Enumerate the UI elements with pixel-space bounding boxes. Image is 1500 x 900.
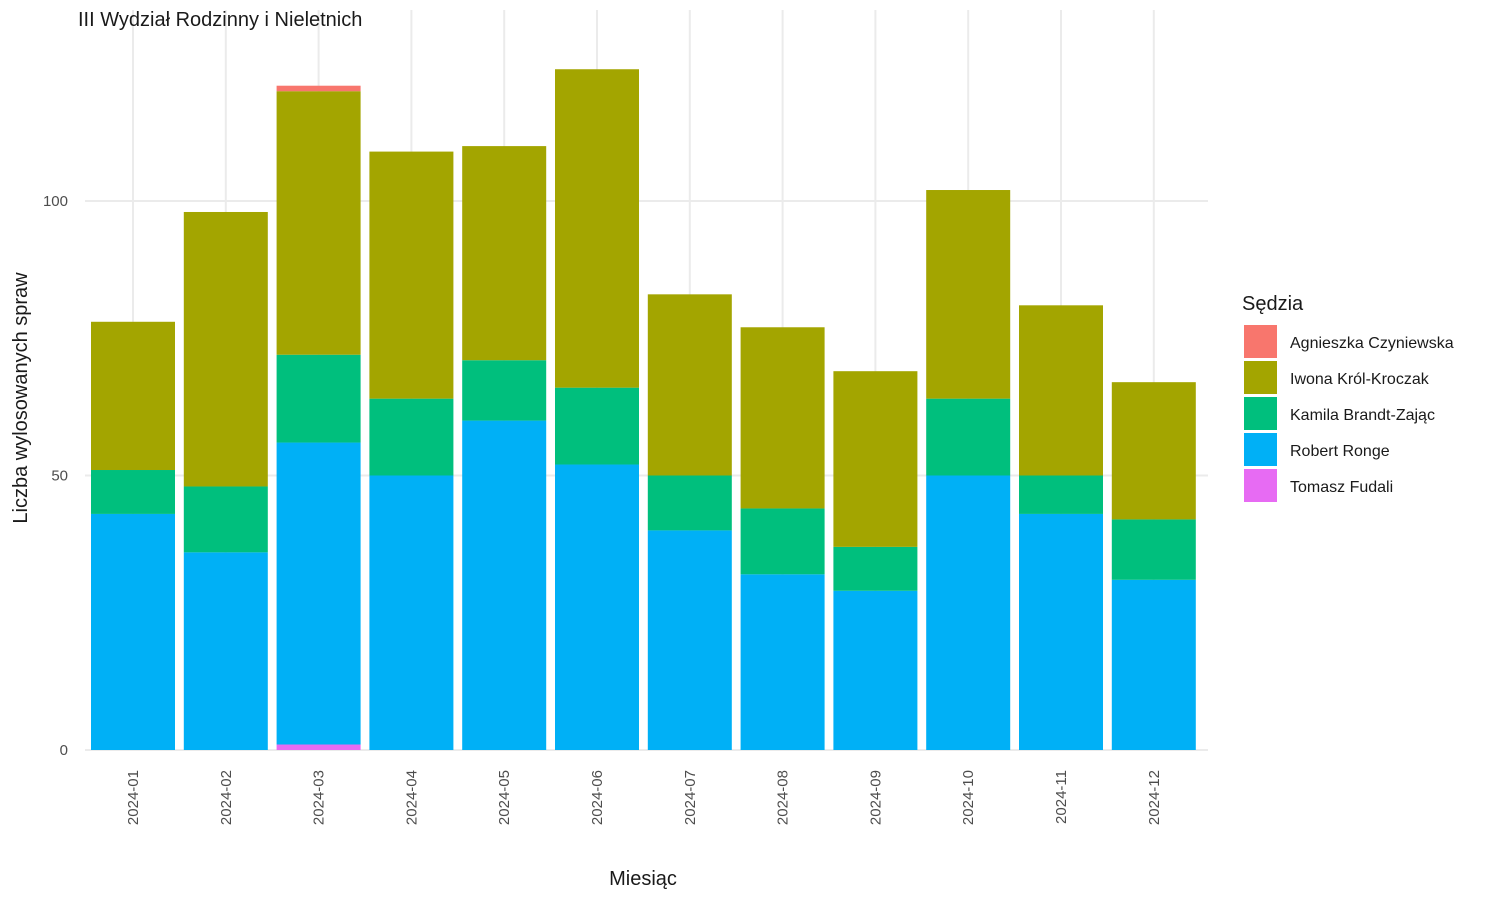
bar-segment [183, 552, 268, 750]
bar-segment [926, 190, 1011, 399]
y-tick-label: 50 [51, 468, 68, 485]
bar-segment [555, 387, 639, 465]
bar-segment [183, 211, 268, 487]
bar-segment [91, 470, 175, 514]
x-tick-label: 2024-03 [311, 770, 328, 825]
bar-segment [1111, 519, 1196, 580]
x-tick-label: 2024-10 [960, 770, 977, 825]
y-tick-label: 0 [60, 742, 68, 759]
chart-title: III Wydział Rodzinny i Nieletnich [78, 9, 362, 31]
bar-segment [369, 475, 454, 750]
bar-segment [183, 486, 268, 553]
x-tick-label: 2024-04 [403, 770, 420, 825]
x-tick-label: 2024-08 [775, 770, 792, 825]
x-tick-label: 2024-07 [682, 770, 699, 825]
bar-segment [647, 475, 732, 531]
x-tick-label: 2024-06 [589, 770, 606, 825]
bar-segment [833, 546, 918, 591]
bar-segment [462, 146, 547, 361]
bar-segment [1111, 579, 1196, 750]
y-tick-label: 100 [43, 193, 68, 210]
bar-segment [833, 590, 918, 750]
bar-segment [369, 151, 454, 399]
legend-label: Iwona Król-Kroczak [1290, 371, 1430, 388]
bar-segment [276, 744, 361, 750]
x-tick-label: 2024-09 [867, 770, 884, 825]
bar-segment [926, 475, 1011, 750]
bar-segment [740, 574, 825, 750]
bar-segment [740, 327, 825, 509]
bar-segment [647, 530, 732, 750]
bar-segment [1019, 305, 1103, 476]
legend-swatch [1244, 361, 1277, 394]
x-tick-label: 2024-05 [496, 770, 513, 825]
bar-segment [555, 69, 639, 388]
legend-label: Robert Ronge [1290, 443, 1390, 460]
bar-segment [740, 508, 825, 575]
bar-segment [462, 420, 547, 750]
legend-swatch [1244, 433, 1277, 466]
bar-segment [91, 321, 175, 471]
bar-segment [1019, 513, 1103, 750]
bar-segment [91, 513, 175, 750]
bar-segment [276, 354, 361, 443]
legend-swatch [1244, 325, 1277, 358]
bar-segment [1111, 382, 1196, 520]
legend-label: Agnieszka Czyniewska [1290, 335, 1454, 352]
bar-segment [276, 442, 361, 745]
bars [91, 69, 1196, 750]
x-axis-title: Miesiąc [609, 868, 677, 890]
legend-swatch [1244, 397, 1277, 430]
y-axis-ticks: 0 50 100 [43, 193, 68, 759]
x-tick-label: 2024-02 [218, 770, 235, 825]
bar-segment [276, 91, 361, 355]
bar-segment [369, 398, 454, 476]
legend-swatch [1244, 469, 1277, 502]
legend-items: Agnieszka Czyniewska Iwona Król-Kroczak Ka… [1244, 325, 1454, 502]
legend-title: Sędzia [1242, 293, 1304, 315]
legend: Sędzia Agnieszka Czyniewska Iwona Król-Kr… [1242, 293, 1454, 502]
bar-segment [833, 371, 918, 547]
x-tick-label: 2024-01 [125, 770, 142, 825]
x-tick-label: 2024-12 [1146, 770, 1163, 825]
bar-segment [276, 85, 361, 92]
bar-segment [926, 398, 1011, 476]
bar-segment [462, 360, 547, 421]
bar-segment [647, 294, 732, 476]
y-axis-title: Liczba wylosowanych spraw [10, 272, 32, 524]
x-axis-ticks: 2024-01 2024-02 2024-03 2024-04 2024-05 2024-… [125, 770, 1163, 825]
bar-segment [555, 464, 639, 750]
legend-label: Tomasz Fudali [1290, 479, 1393, 496]
x-tick-label: 2024-11 [1053, 770, 1070, 824]
bar-segment [1019, 475, 1103, 514]
legend-label: Kamila Brandt-Zając [1290, 407, 1435, 424]
